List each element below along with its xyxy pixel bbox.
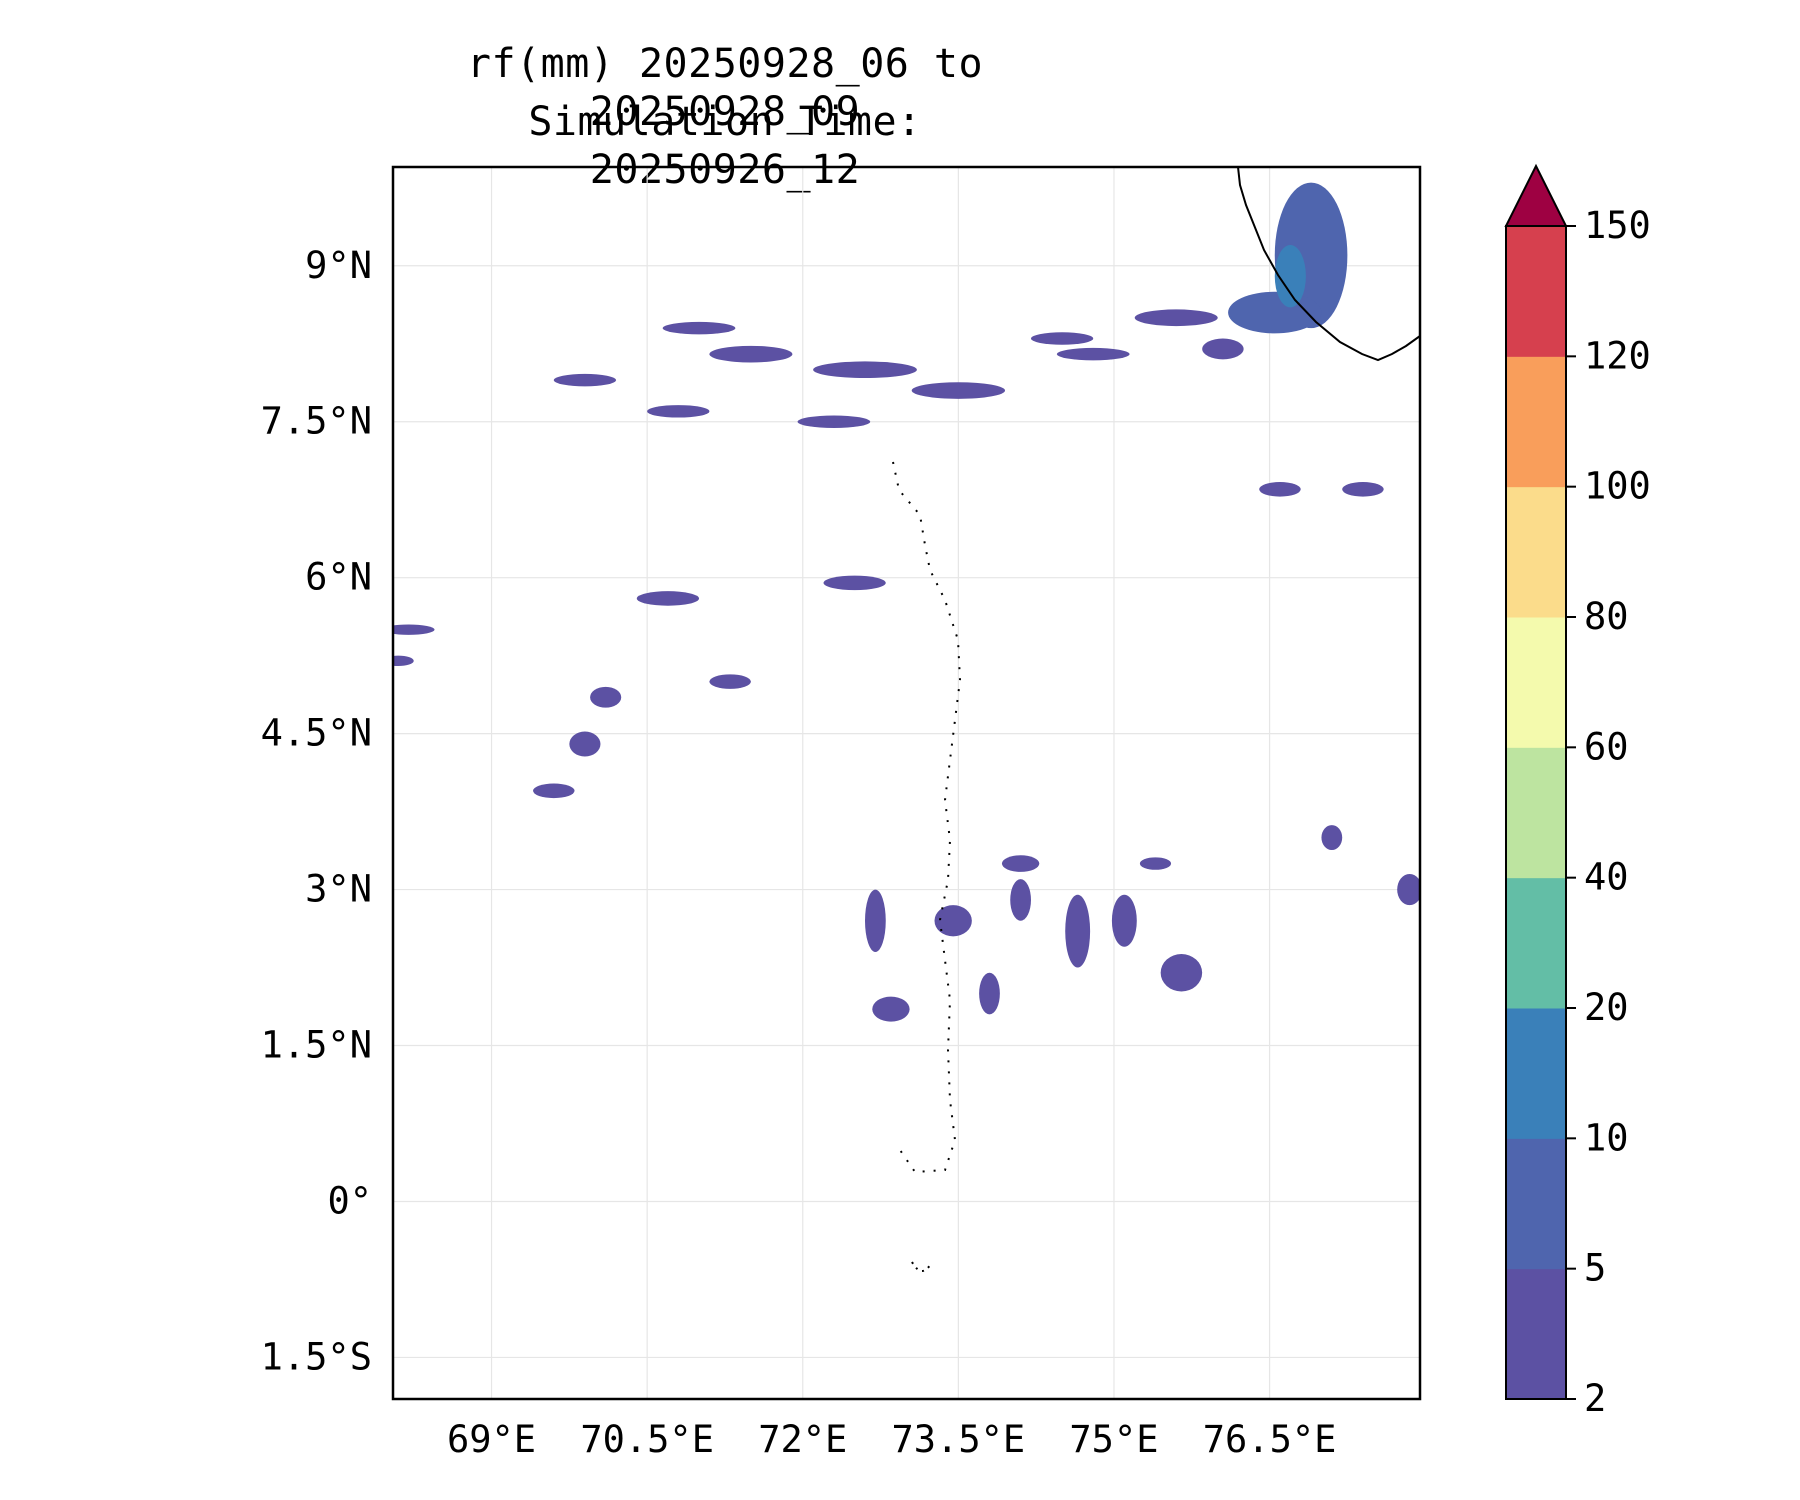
longitude-tick-labels: 69°E 70.5°E 72°E 73.5°E 75°E 76.5°E [447,1418,1336,1461]
colorbar-segment [1506,1138,1566,1270]
lat-tick-label: 0° [327,1179,372,1222]
lat-tick-label: 1.5°N [261,1024,372,1067]
lat-tick-label: 7.5°N [261,400,372,443]
map-title: rf(mm) 20250928_06 to 20250928_09 [466,41,984,135]
map-gridlines [393,167,1420,1399]
rain-cell [1056,347,1130,361]
lon-tick-label: 72°E [758,1418,847,1461]
rain-cell [979,972,1000,1015]
rain-cell [553,373,617,387]
colorbar-tick-label: 10 [1584,1116,1629,1159]
rain-cell [1065,894,1091,968]
lat-tick-label: 1.5°S [261,1335,372,1378]
rain-cell [872,996,910,1022]
rain-cell [1139,857,1172,870]
colorbar-segment [1506,1008,1566,1139]
addu-atoll [911,1261,933,1272]
coastlines [892,167,1420,1272]
rain-cell [662,321,736,335]
colorbar-tick-label: 40 [1584,856,1629,899]
rain-cell [1160,954,1203,992]
rain-cell [590,686,622,708]
lat-tick-label: 3°N [305,868,372,911]
latitude-tick-labels: 9°N 7.5°N 6°N 4.5°N 3°N 1.5°N 0° 1.5°S [261,244,372,1379]
rain-cell [1010,879,1031,921]
lon-tick-label: 70.5°E [580,1418,714,1461]
rain-cell [934,905,972,937]
rain-cell [393,655,414,667]
lon-tick-label: 73.5°E [892,1418,1026,1461]
rain-cell [1274,244,1306,308]
colorbar-segment [1506,1268,1566,1400]
rain-cell [533,783,575,799]
colorbar-tick-label: 100 [1584,465,1651,508]
lon-tick-label: 69°E [447,1418,536,1461]
rain-cell [865,889,886,952]
colorbar-tick-label: 2 [1584,1377,1606,1420]
colorbar-tick-label: 150 [1584,204,1651,247]
colorbar: 2 5 10 20 40 60 80 100 120 150 [1504,163,1651,1420]
rain-cell [1397,873,1420,906]
rain-cell [813,361,917,379]
map-subtitle: Simulation Time: 20250926_12 [528,99,922,193]
rain-cell [823,575,886,591]
colorbar-frame [1505,225,1567,1400]
rain-cell [797,415,871,428]
lat-tick-label: 6°N [305,556,372,599]
rain-cell [709,345,793,363]
colorbar-tick-label: 60 [1584,725,1629,768]
colorbar-tick-label: 80 [1584,595,1629,638]
colorbar-segment [1506,617,1566,748]
india-coastline [1237,167,1420,362]
colorbar-segment [1506,226,1566,357]
colorbar-extend-arrow [1504,163,1568,227]
colorbar-tick-label: 20 [1584,986,1629,1029]
rain-cell [1030,332,1094,345]
rain-cell [1134,309,1218,327]
rain-cell [647,405,710,418]
colorbar-segment [1506,486,1566,618]
rain-cell [1321,825,1343,851]
lat-tick-label: 4.5°N [261,712,372,755]
lon-tick-label: 75°E [1069,1418,1158,1461]
maldives-atolls [892,461,962,1174]
colorbar-tick-label: 120 [1584,334,1651,377]
lon-tick-label: 76.5°E [1203,1418,1337,1461]
rainfall-cells [393,182,1420,1022]
rain-cell [1259,482,1301,497]
lat-tick-label: 9°N [305,244,372,287]
colorbar-segment [1506,356,1566,488]
colorbar-segment [1506,877,1566,1009]
rain-cell [1111,894,1137,947]
map-frame [391,165,1422,1401]
colorbar-segment [1506,747,1566,879]
colorbar-tick-label: 5 [1584,1247,1606,1290]
rain-cell [569,731,601,757]
rain-cell [1342,482,1384,497]
rain-cell [393,624,435,635]
rain-cell [911,382,1006,399]
rain-cell [636,591,700,606]
rain-cell [709,674,751,689]
rain-cell [1001,855,1040,872]
rain-cell [1202,338,1244,360]
